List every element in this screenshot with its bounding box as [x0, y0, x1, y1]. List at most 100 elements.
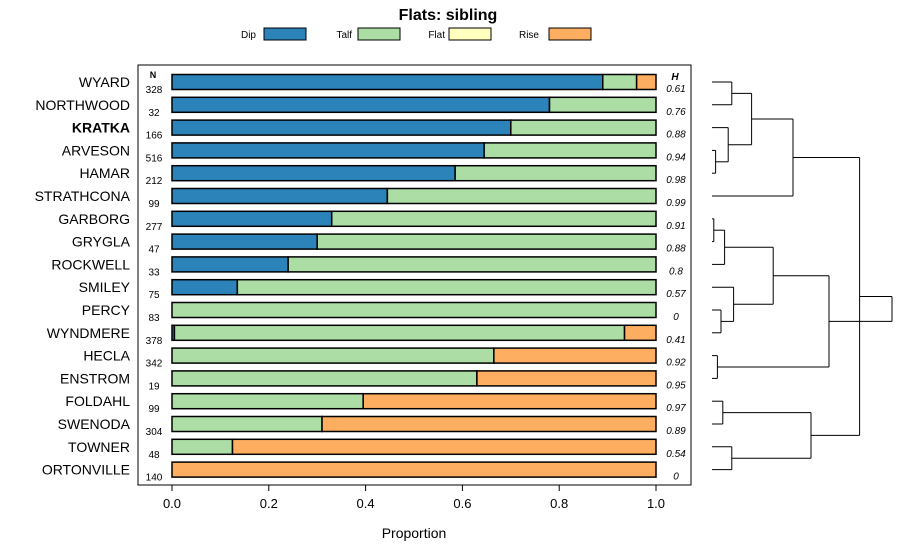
- x-tick-label: 0.8: [550, 496, 568, 511]
- row-label: PERCY: [82, 302, 131, 318]
- bar-segment-talf: [316, 233, 657, 250]
- x-tick-label: 0.4: [357, 496, 375, 511]
- row-label: HAMAR: [79, 165, 130, 181]
- row-h-value: 0.97: [666, 403, 686, 414]
- bar-segment-dip: [171, 119, 512, 136]
- x-tick-label: 0.6: [453, 496, 471, 511]
- row-label: ENSTROM: [60, 370, 130, 386]
- row-h-value: 0.76: [666, 107, 686, 118]
- legend: Dip Talf Flat Rise: [241, 27, 592, 41]
- row-n-value: 99: [148, 404, 160, 415]
- bar-segment-rise: [321, 415, 657, 433]
- bar-segment-dip: [171, 233, 318, 250]
- bar-segment-talf: [602, 73, 638, 91]
- row-label: GARBORG: [58, 211, 130, 227]
- legend-label-rise: Rise: [519, 30, 539, 41]
- bar-segment-talf: [171, 392, 364, 410]
- row-label: KRATKA: [72, 120, 130, 136]
- bar-segment-talf: [483, 142, 657, 159]
- bar-segment-dip: [171, 164, 456, 182]
- row-n-value: 378: [146, 336, 163, 347]
- row-n-value: 140: [146, 473, 163, 484]
- row-n-value: 75: [148, 290, 160, 301]
- row-h-value: 0.94: [666, 152, 686, 163]
- h-header: H: [671, 72, 679, 83]
- row-n-value: 166: [146, 131, 163, 142]
- row-label: HECLA: [83, 348, 130, 364]
- bar-segment-rise: [493, 347, 657, 364]
- h-column: H0.61 0.76 0.88 0.94 0.98 0.99 0.91 0.88 0.8 0.57…: [666, 72, 686, 483]
- bar-segment-dip: [171, 142, 485, 159]
- bar-segment-talf: [171, 370, 478, 387]
- bar-segment-talf: [236, 278, 657, 296]
- plot-frame: [137, 64, 692, 486]
- bar-segment-talf: [171, 301, 657, 319]
- row-label: WYARD: [79, 74, 130, 90]
- row-n-value: 33: [148, 267, 160, 278]
- row-n-value: 328: [146, 85, 163, 96]
- x-axis: 0.0 0.2 0.4 0.6 0.8 1.0: [163, 485, 665, 511]
- row-h-value: 0.88: [666, 130, 686, 141]
- row-label: SWENODA: [58, 416, 131, 432]
- row-n-value: 277: [146, 222, 163, 233]
- bar-segment-talf: [386, 187, 657, 205]
- row-h-value: 0.57: [666, 289, 686, 300]
- row-h-value: 0.88: [666, 244, 686, 255]
- x-axis-label: Proportion: [382, 525, 447, 541]
- bar-segment-talf: [171, 415, 323, 433]
- row-label: GRYGLA: [72, 234, 131, 250]
- row-h-value: 0: [673, 312, 679, 323]
- row-n-value: 212: [146, 176, 163, 187]
- chart-title: Flats: sibling: [399, 7, 498, 24]
- legend-swatch-dip: [263, 27, 307, 41]
- row-n-value: 342: [146, 359, 163, 370]
- bar-segment-dip: [171, 210, 333, 228]
- bar-segment-dip: [171, 278, 239, 296]
- bar-segment-talf: [330, 210, 657, 228]
- bar-segment-dip: [171, 187, 389, 205]
- x-tick-label: 0.2: [260, 496, 278, 511]
- row-n-value: 304: [146, 427, 163, 438]
- row-h-value: 0.61: [666, 84, 685, 95]
- legend-label-dip: Dip: [241, 30, 256, 41]
- row-label: FOLDAHL: [65, 393, 130, 409]
- legend-swatch-talf: [357, 27, 401, 41]
- bar-segment-talf: [510, 119, 657, 136]
- bar-segment-dip: [171, 256, 289, 273]
- dendrogram: [712, 81, 893, 471]
- bar-segment-rise: [635, 73, 657, 91]
- legend-label-talf: Talf: [336, 30, 352, 41]
- row-h-value: 0.8: [669, 266, 683, 277]
- n-column: N 328 32 166 516 212 99 277 47 33 75 83 378 342 19 99 30…: [146, 70, 163, 484]
- bar-segment-talf: [454, 164, 657, 182]
- bar-segment-talf: [171, 347, 495, 364]
- row-label: NORTHWOOD: [35, 97, 130, 113]
- bar-segment-talf: [287, 256, 657, 273]
- legend-swatch-flat: [448, 27, 492, 41]
- legend-swatch-rise: [548, 27, 592, 41]
- legend-label-flat: Flat: [428, 30, 445, 41]
- bar-segment-dip: [171, 73, 604, 91]
- bar-segment-rise: [362, 392, 657, 410]
- row-h-value: 0: [673, 472, 679, 483]
- bar-segment-dip: [171, 96, 551, 114]
- bars: [171, 73, 657, 478]
- x-tick-label: 0.0: [163, 496, 181, 511]
- row-label: ROCKWELL: [51, 256, 130, 272]
- row-h-value: 0.98: [666, 175, 686, 186]
- bar-segment-rise: [623, 324, 657, 342]
- bar-segment-rise: [171, 461, 657, 478]
- row-n-value: 83: [148, 313, 160, 324]
- row-label: SMILEY: [79, 279, 131, 295]
- row-h-value: 0.99: [666, 198, 686, 209]
- row-n-value: 47: [148, 245, 160, 256]
- row-label: WYNDMERE: [47, 325, 130, 341]
- row-h-value: 0.89: [666, 426, 686, 437]
- bar-segment-talf: [548, 96, 657, 114]
- row-h-value: 0.92: [666, 358, 686, 369]
- row-label: STRATHCONA: [35, 188, 131, 204]
- row-labels: WYARD NORTHWOOD KRATKA ARVESON HAMAR STRATHCO…: [35, 74, 131, 478]
- row-n-value: 19: [148, 381, 160, 392]
- row-label: ARVESON: [62, 142, 130, 158]
